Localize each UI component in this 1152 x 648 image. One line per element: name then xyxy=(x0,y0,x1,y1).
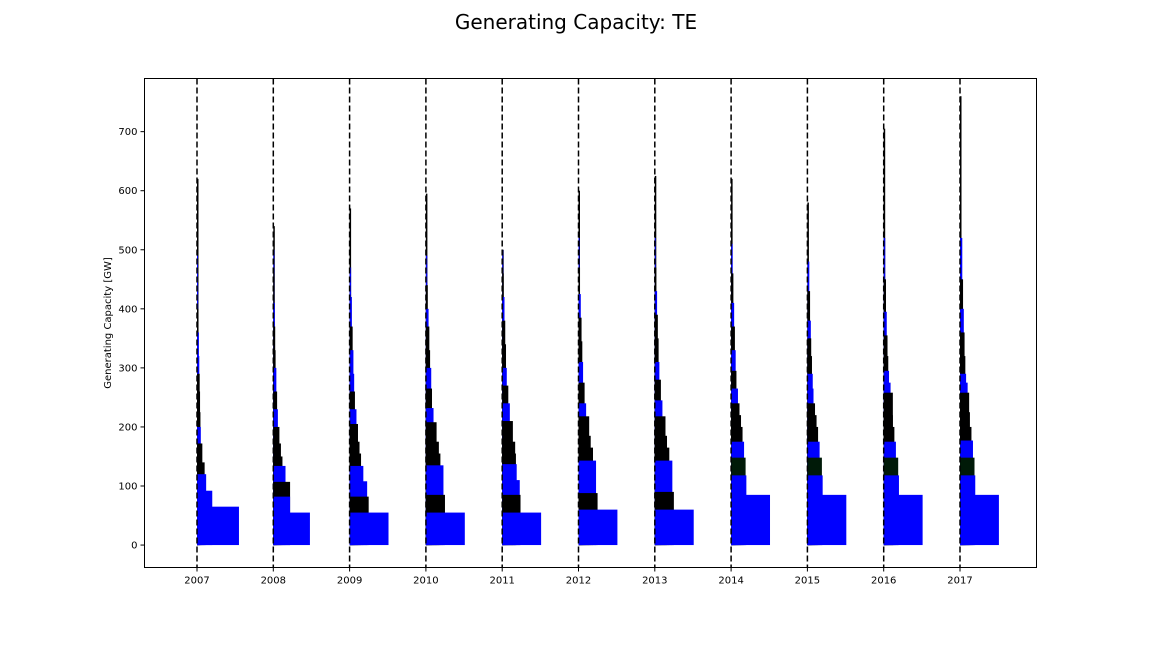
x-tick-label-2017: 2017 xyxy=(947,576,972,587)
capacity-bar-2010-14 xyxy=(425,512,465,546)
x-tick-label-2007: 2007 xyxy=(184,576,209,587)
x-tick-label-2015: 2015 xyxy=(795,576,820,587)
capacity-bar-2012-14 xyxy=(578,509,618,546)
x-tick-label-2010: 2010 xyxy=(413,576,438,587)
x-tick-label-2008: 2008 xyxy=(261,576,286,587)
capacity-bar-2014-14 xyxy=(731,494,771,546)
year-dividers xyxy=(196,78,961,568)
x-axis: 2007 2008 2009 2010 2011 2012 2013 2014 2015 2016… xyxy=(184,567,973,587)
y-tick-label-600: 600 xyxy=(118,186,137,197)
capacity-bar-2008-14 xyxy=(273,512,310,546)
bars-layer xyxy=(197,96,999,546)
x-tick-label-2013: 2013 xyxy=(642,576,667,587)
x-tick-label-2009: 2009 xyxy=(337,576,362,587)
y-tick-label-200: 200 xyxy=(118,422,137,433)
y-tick-label-100: 100 xyxy=(118,482,137,493)
x-tick-label-2016: 2016 xyxy=(871,576,896,587)
y-axis: 0 100 200 300 400 500 600 700 xyxy=(118,127,145,552)
y-axis-label: Generating Capacity [GW] xyxy=(103,257,114,389)
y-tick-label-0: 0 xyxy=(131,541,137,552)
y-tick-label-300: 300 xyxy=(118,363,137,374)
capacity-bar-2017-14 xyxy=(960,494,999,546)
capacity-bar-2007-14 xyxy=(197,506,239,546)
capacity-bar-2011-14 xyxy=(502,512,542,546)
x-tick-label-2011: 2011 xyxy=(489,576,514,587)
x-tick-label-2014: 2014 xyxy=(718,576,743,587)
y-tick-label-700: 700 xyxy=(118,127,137,138)
capacity-bar-2015-14 xyxy=(807,494,847,546)
chart-title: Generating Capacity: TE xyxy=(454,10,698,34)
capacity-bar-2009-14 xyxy=(349,512,389,546)
capacity-bar-2016-14 xyxy=(883,494,923,546)
capacity-bar-2013-14 xyxy=(654,509,694,546)
y-tick-label-500: 500 xyxy=(118,245,137,256)
x-tick-label-2012: 2012 xyxy=(566,576,591,587)
y-tick-label-400: 400 xyxy=(118,304,137,315)
plot-frame xyxy=(144,78,1037,568)
